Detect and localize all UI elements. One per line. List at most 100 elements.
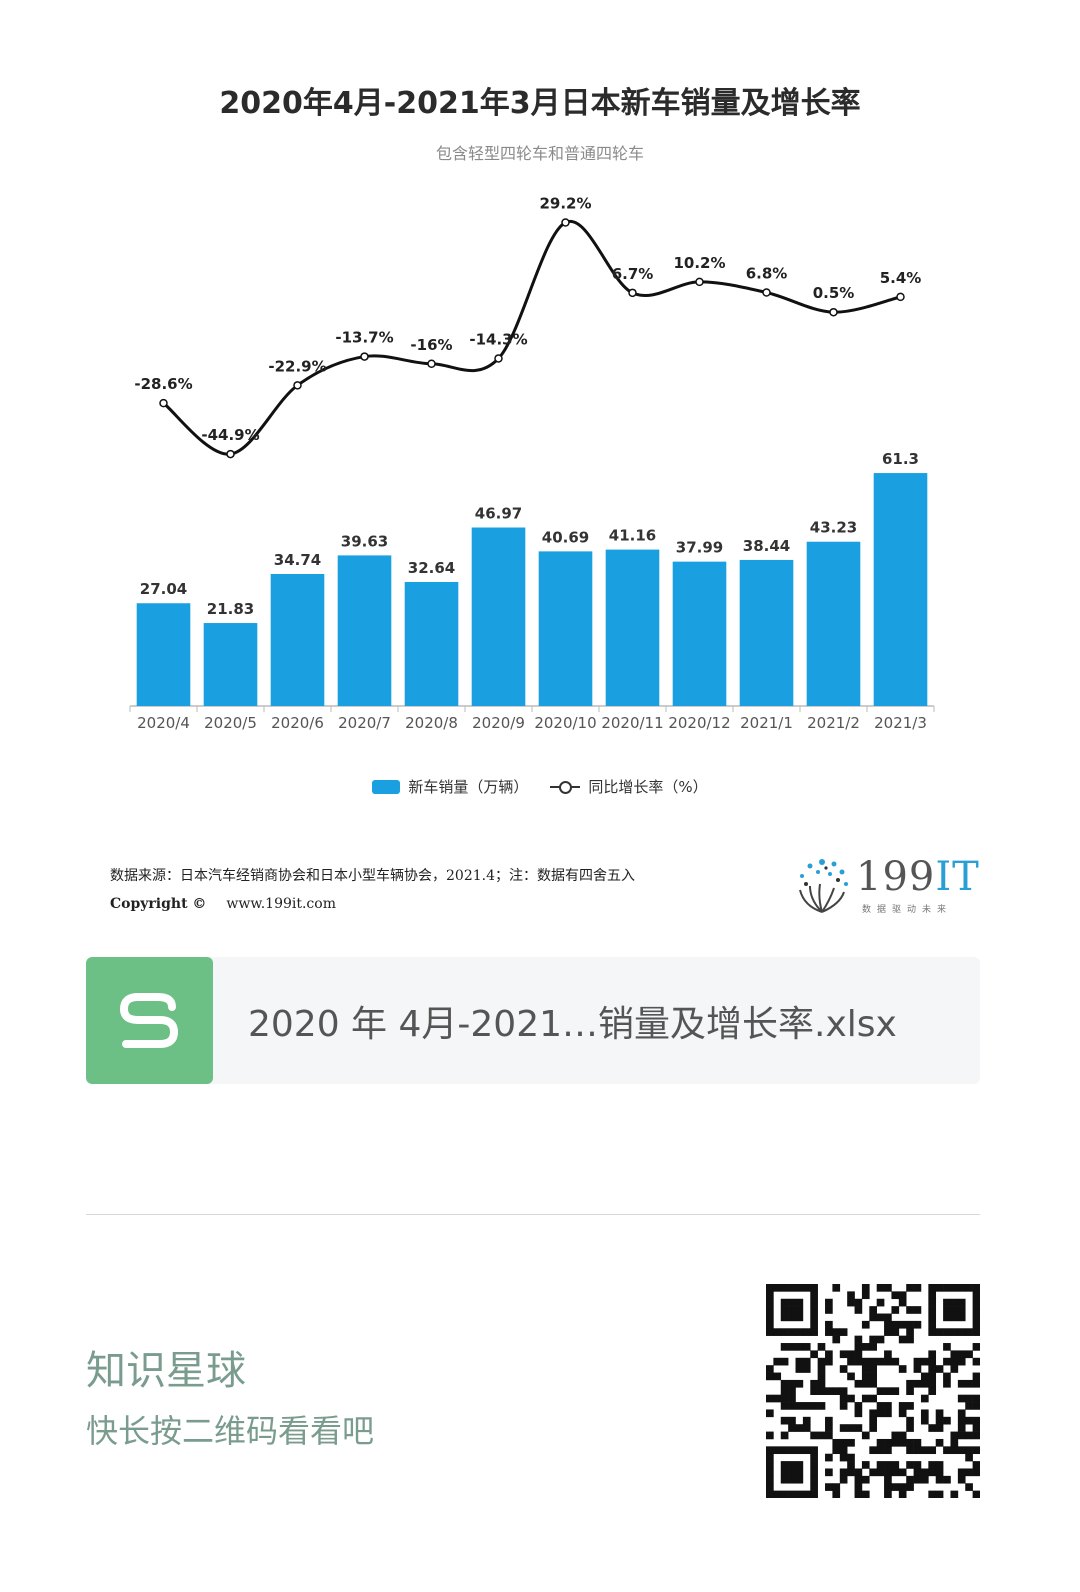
qr-module <box>802 1284 811 1292</box>
qr-module <box>943 1416 951 1425</box>
qr-module <box>802 1490 811 1498</box>
qr-module <box>906 1335 914 1344</box>
qr-module <box>920 1357 929 1366</box>
qr-module <box>972 1298 980 1307</box>
qr-module <box>839 1394 848 1403</box>
qr-module <box>766 1313 774 1322</box>
bar-data-label: 39.63 <box>341 532 388 550</box>
qr-module <box>957 1468 966 1477</box>
line-point <box>360 352 369 361</box>
line-point <box>829 307 838 317</box>
qr-module <box>884 1438 892 1447</box>
bar <box>538 551 593 706</box>
qr-module <box>957 1357 966 1366</box>
qr-module <box>832 1284 841 1292</box>
qr-module <box>795 1490 804 1498</box>
qr-module <box>972 1416 980 1425</box>
bar-data-label: 37.99 <box>676 539 723 557</box>
qr-module <box>810 1490 818 1498</box>
qr-module <box>972 1446 980 1455</box>
line-point <box>561 218 570 227</box>
qr-module <box>788 1343 796 1351</box>
qr-module <box>943 1306 951 1314</box>
qr-module <box>972 1284 980 1292</box>
legend-item-growth: 同比增长率（%） <box>550 776 708 797</box>
qr-module <box>795 1328 804 1336</box>
qr-module <box>854 1468 863 1477</box>
qr-module <box>847 1468 855 1477</box>
qr-module <box>913 1475 922 1484</box>
qr-module <box>847 1424 855 1432</box>
qr-module <box>795 1468 804 1477</box>
qr-module <box>839 1475 848 1484</box>
qr-module <box>869 1372 877 1381</box>
qr-module <box>898 1335 907 1344</box>
qr-module <box>965 1402 973 1410</box>
qr-module <box>825 1431 833 1440</box>
qr-module <box>795 1284 804 1292</box>
bar <box>270 573 325 706</box>
qr-module <box>810 1453 818 1462</box>
qr-module <box>913 1446 922 1455</box>
bar <box>471 527 526 706</box>
qr-module <box>795 1343 804 1351</box>
qr-module <box>802 1402 811 1410</box>
qr-module <box>906 1483 914 1491</box>
qr-module <box>780 1284 789 1292</box>
qr-module <box>773 1372 782 1381</box>
qr-module <box>884 1350 892 1359</box>
qr-module <box>869 1424 877 1432</box>
spreadsheet-glyph <box>119 993 179 1048</box>
x-tick-label: 2020/10 <box>534 714 596 732</box>
website-link[interactable]: www.199it.com <box>226 896 336 912</box>
qr-module <box>788 1387 796 1395</box>
qr-module <box>780 1328 789 1336</box>
qr-module <box>802 1343 811 1351</box>
divider <box>86 1214 980 1215</box>
qr-module <box>847 1357 855 1366</box>
qr-module <box>839 1438 848 1447</box>
qr-module <box>802 1446 811 1455</box>
qr-module <box>780 1379 789 1388</box>
logo-letters: IT <box>935 854 980 900</box>
qr-module <box>766 1306 774 1314</box>
qr-module <box>884 1284 892 1292</box>
qr-module <box>802 1328 811 1336</box>
qr-module <box>847 1438 855 1447</box>
qr-module <box>854 1490 863 1498</box>
qr-module <box>854 1357 863 1366</box>
qr-module <box>972 1291 980 1300</box>
qr-module <box>766 1453 774 1462</box>
bar <box>873 473 928 706</box>
file-attachment-card[interactable]: 2020 年 4月-2021…销量及增长率.xlsx <box>86 957 980 1084</box>
qr-module <box>965 1416 973 1425</box>
qr-module <box>957 1313 966 1322</box>
qr-module <box>802 1416 811 1425</box>
qr-module <box>906 1284 914 1292</box>
qr-module <box>795 1461 804 1469</box>
qr-module <box>810 1402 818 1410</box>
qr-module <box>780 1431 789 1440</box>
line-data-label: 29.2% <box>539 195 591 213</box>
qr-module <box>847 1291 855 1300</box>
qr-module <box>891 1461 900 1469</box>
line-data-label: 5.4% <box>880 269 922 287</box>
qr-code-icon[interactable] <box>766 1284 980 1498</box>
qr-module <box>928 1306 937 1314</box>
qr-module <box>928 1387 937 1395</box>
qr-module <box>839 1350 848 1359</box>
qr-module <box>780 1357 789 1366</box>
bar-data-label: 46.97 <box>475 505 522 523</box>
bar-data-label: 40.69 <box>542 528 589 546</box>
qr-module <box>972 1402 980 1410</box>
qr-module <box>950 1350 959 1359</box>
qr-module <box>906 1387 914 1395</box>
legend: 新车销量（万辆） 同比增长率（%） <box>0 776 1080 797</box>
line-data-label: 0.5% <box>813 284 855 302</box>
line-point <box>226 449 235 459</box>
qr-module <box>920 1475 929 1484</box>
qr-module <box>898 1483 907 1491</box>
qr-module <box>788 1424 796 1432</box>
qr-module <box>766 1468 774 1477</box>
brand-logo: 199IT 数据驱动未来 <box>790 850 980 922</box>
